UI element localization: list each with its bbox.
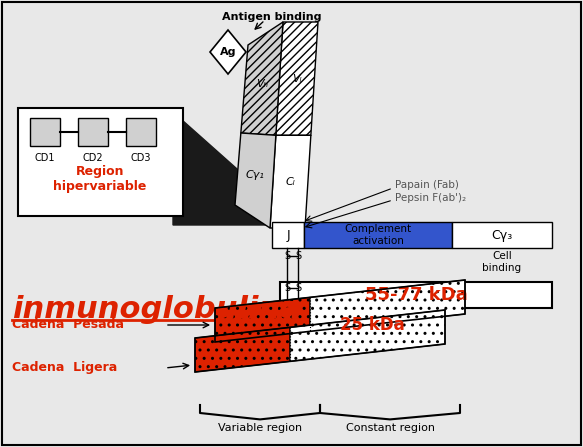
Text: Region
hipervariable: Region hipervariable [53,165,147,193]
Polygon shape [235,133,276,228]
Polygon shape [215,297,310,342]
Text: Cγ₁: Cγ₁ [246,170,265,180]
Bar [304,222,452,248]
Text: CD3: CD3 [131,153,151,163]
Polygon shape [173,112,300,225]
Text: S: S [295,283,301,293]
Text: Antigen binding: Antigen binding [222,12,322,22]
Bar [78,118,108,146]
Bar [18,108,183,216]
Text: inmunoglobulina: inmunoglobulina [12,295,301,324]
Polygon shape [310,280,465,331]
Text: Pepsin F(ab')₂: Pepsin F(ab')₂ [395,193,466,203]
Polygon shape [276,22,318,135]
Text: Vₗ: Vₗ [292,74,301,84]
Polygon shape [210,30,246,74]
Text: S: S [284,251,290,261]
Polygon shape [195,327,290,372]
Text: Complement
activation: Complement activation [345,224,412,246]
Text: Cadena  Pesada: Cadena Pesada [12,319,124,332]
Polygon shape [270,135,311,228]
Text: Cγ₃: Cγ₃ [491,228,512,241]
Text: Constant region: Constant region [346,423,434,434]
Text: J: J [286,228,290,241]
Text: Vₕ: Vₕ [256,79,268,89]
Bar [280,282,552,308]
Text: CD2: CD2 [83,153,103,163]
Text: Papain (Fab): Papain (Fab) [395,180,459,190]
Text: CD1: CD1 [35,153,55,163]
Text: Cell
binding: Cell binding [483,251,522,273]
Bar [30,118,60,146]
Polygon shape [241,22,283,135]
Bar [126,118,156,146]
Text: Cadena  Ligera: Cadena Ligera [12,362,117,375]
Text: Cₗ: Cₗ [286,177,295,187]
Text: 25 kDa: 25 kDa [340,316,405,334]
Text: Variable region: Variable region [218,423,302,434]
Text: S: S [295,251,301,261]
Bar [452,222,552,248]
Bar [272,222,304,248]
Text: S: S [284,283,290,293]
Text: 55-77 kDa: 55-77 kDa [364,286,468,304]
Polygon shape [290,310,445,361]
Text: Ag: Ag [220,47,236,57]
